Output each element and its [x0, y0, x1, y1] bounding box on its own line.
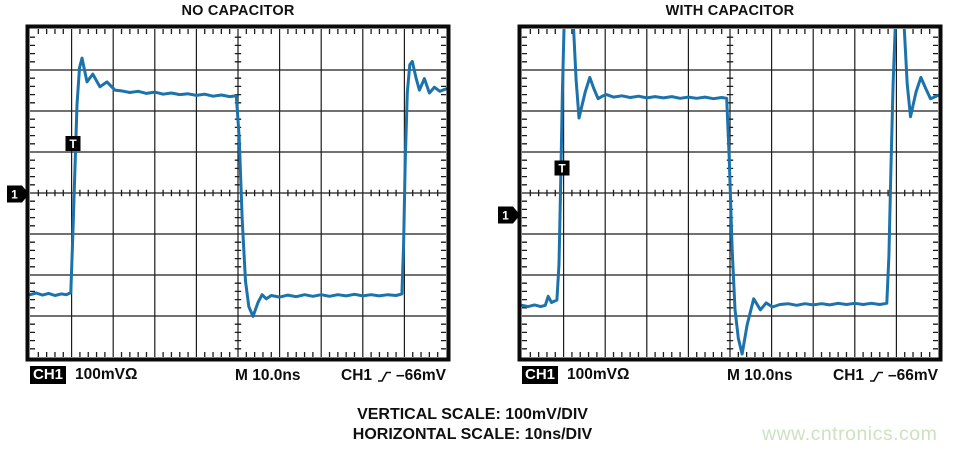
vertical-scale-readout: 100mVΩ	[567, 366, 630, 383]
trigger-position-marker	[554, 160, 570, 176]
horizontal-scale-caption: HORIZONTAL SCALE: 10ns/DIV	[352, 426, 593, 443]
status-bar-left: CH1 100mVΩ M 10.0ns CH1 –66mV	[30, 366, 446, 386]
status-bar-right: CH1 100mVΩ M 10.0ns CH1 –66mV	[522, 366, 938, 386]
svg-text:1: 1	[11, 188, 18, 202]
channel-1-ground-marker	[7, 185, 29, 203]
trigger-readout: CH1 –66mV	[341, 367, 446, 385]
trigger-readout: CH1 –66mV	[833, 367, 938, 385]
trigger-source: CH1	[833, 367, 865, 384]
oscilloscope-screen-right: T1	[498, 24, 943, 362]
channel-badge: CH1	[30, 366, 67, 384]
vertical-scale-caption: VERTICAL SCALE: 100mV/DIV	[357, 406, 588, 423]
rising-edge-icon	[870, 371, 884, 382]
svg-text:T: T	[558, 162, 566, 176]
waveform-trace	[521, 29, 939, 356]
svg-text:T: T	[69, 137, 77, 151]
scope-title-right: WITH CAPACITOR	[665, 3, 795, 19]
scope-title-left: NO CAPACITOR	[181, 3, 295, 19]
trigger-position-marker	[65, 136, 81, 151]
timebase-readout: M 10.0ns	[727, 367, 793, 384]
channel-1-ground-marker	[498, 206, 520, 224]
watermark: www.cntronics.com	[762, 423, 938, 445]
scale-caption: VERTICAL SCALE: 100mV/DIV HORIZONTAL SCA…	[0, 405, 945, 445]
timebase-readout: M 10.0ns	[235, 367, 301, 384]
vertical-scale-readout: 100mVΩ	[75, 366, 138, 383]
svg-text:1: 1	[502, 209, 509, 223]
rising-edge-icon	[378, 371, 392, 382]
channel-badge: CH1	[522, 366, 559, 384]
oscilloscope-screen-left: T1	[7, 24, 451, 362]
trigger-level: –66mV	[396, 367, 446, 384]
trigger-source: CH1	[341, 367, 373, 384]
trigger-level: –66mV	[888, 367, 938, 384]
waveform-trace	[29, 56, 447, 318]
